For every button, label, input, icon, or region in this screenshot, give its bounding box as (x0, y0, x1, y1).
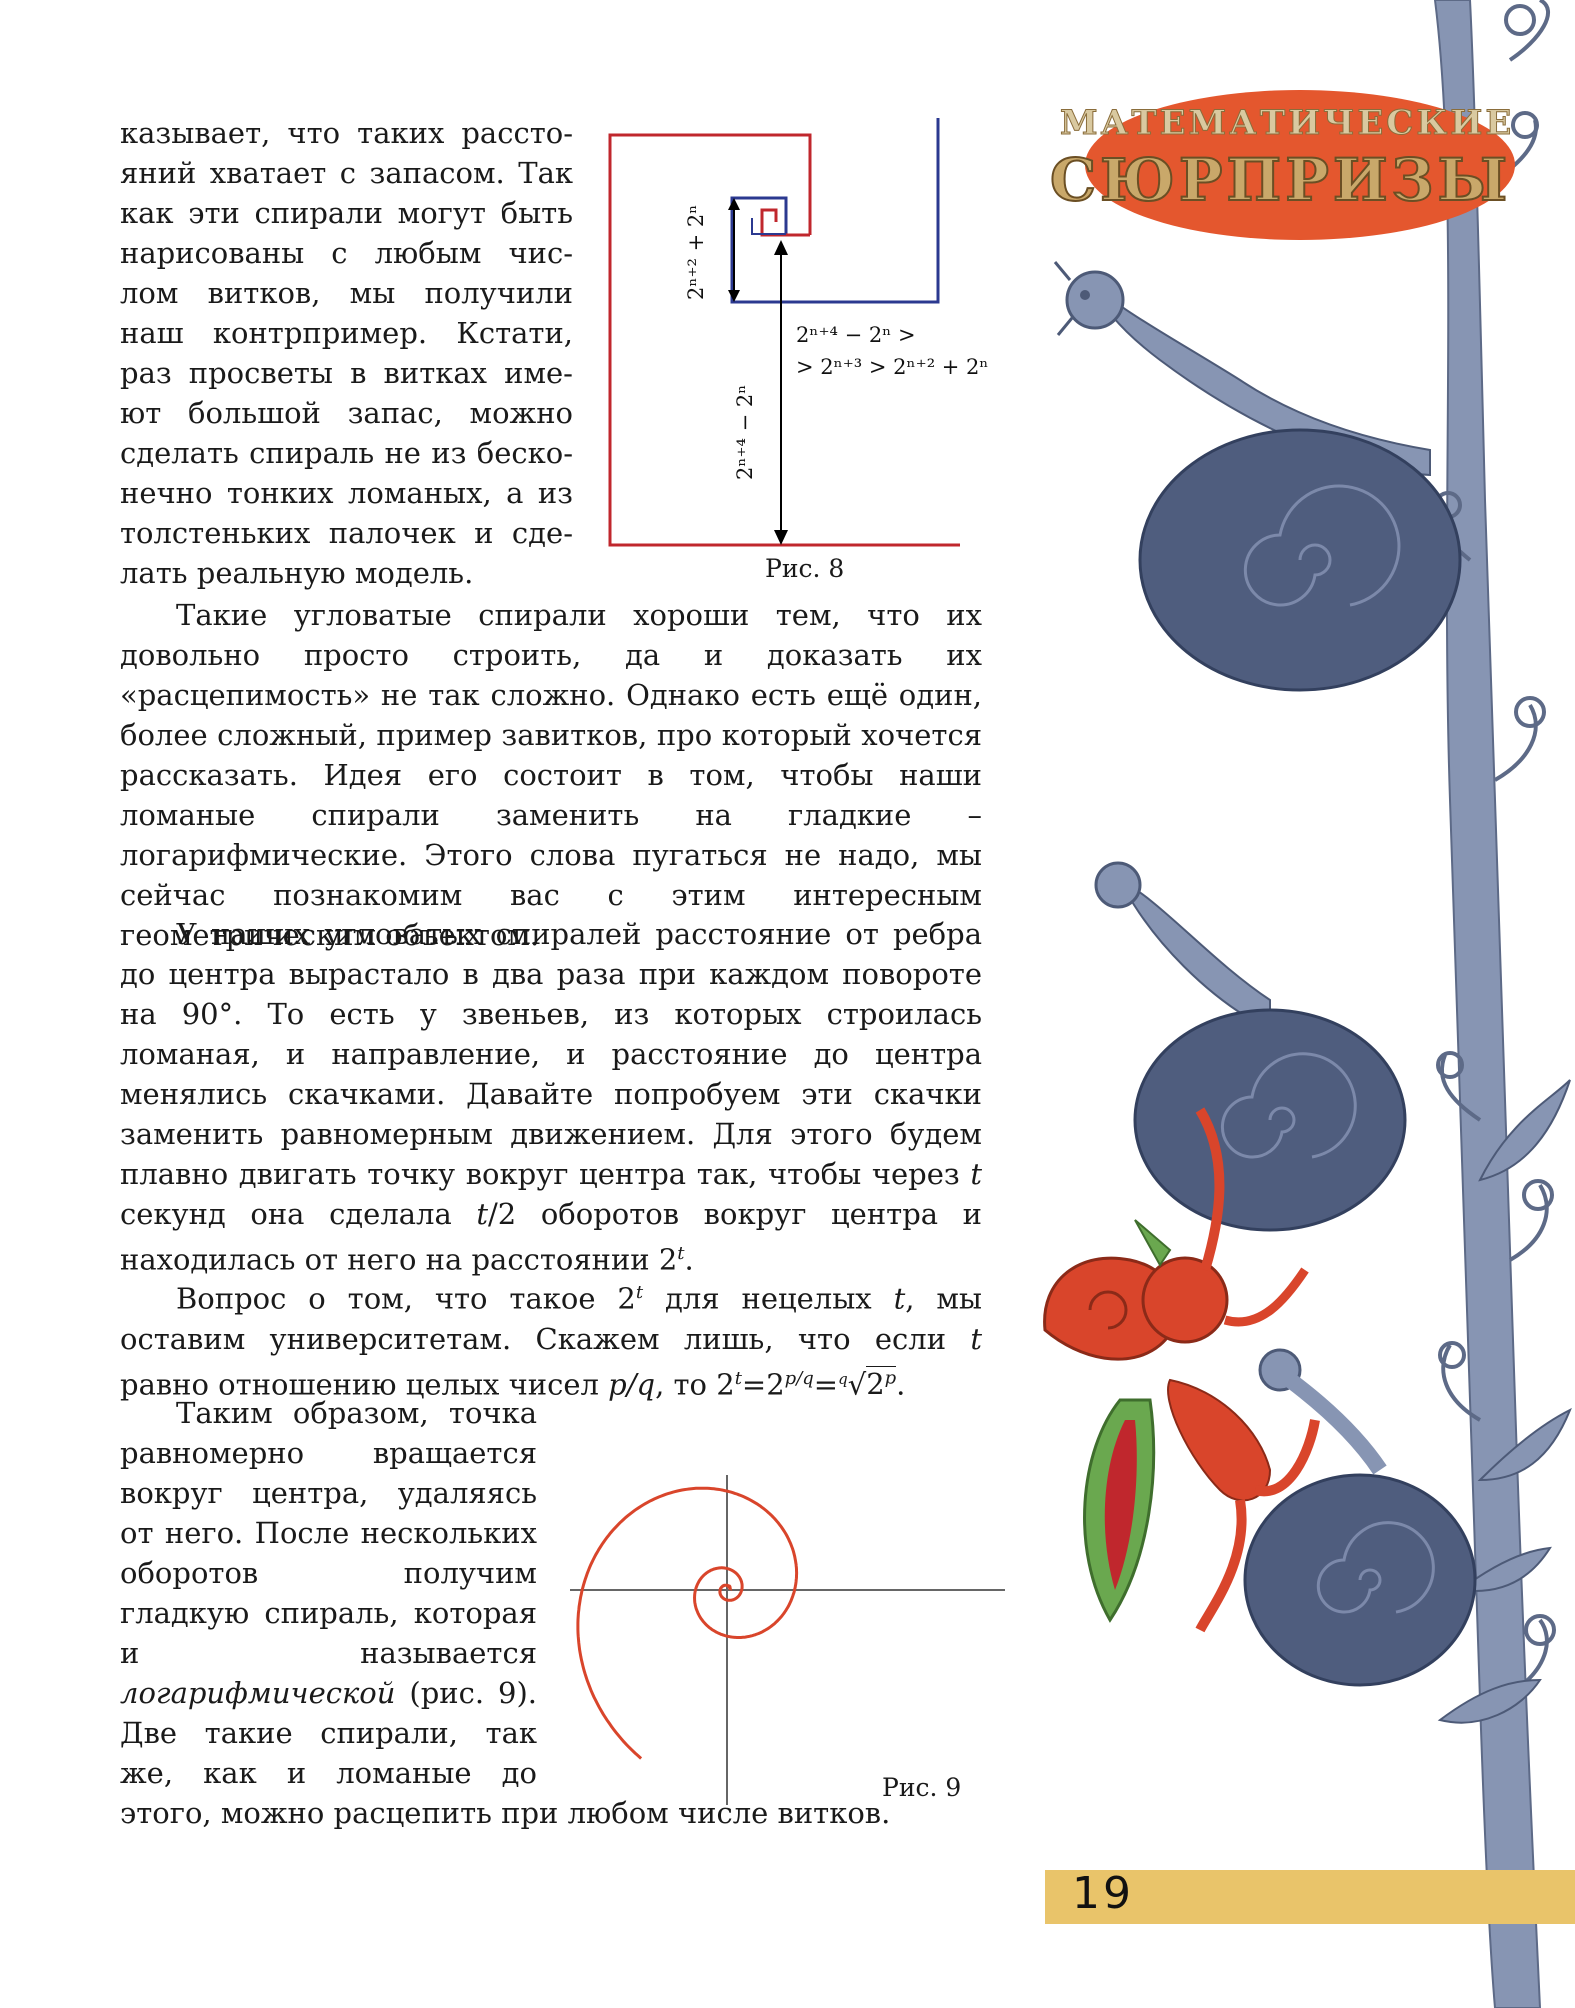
header-blob (1085, 90, 1515, 240)
paragraph-4-text: Вопрос о том, что такое 2t для нецелых t… (120, 1281, 983, 1402)
text-line: сделать спираль не из беско- (120, 436, 573, 470)
red-spiral-outer (608, 133, 960, 547)
snail-top (1053, 261, 1462, 692)
paragraph-2-text: Такие угловатые спирали хороши тем, что … (120, 598, 982, 952)
snail-bottom (1243, 1348, 1477, 1687)
paragraph-4: Вопрос о том, что такое 2t для нецелых t… (120, 1273, 982, 1404)
text-line: ют большой запас, можно (120, 396, 573, 430)
log-spiral (576, 1486, 799, 1760)
text-line: раз просветы в витках име- (120, 356, 573, 390)
paragraph-3: У наших угловатых спиралей расстояние от… (120, 914, 982, 1280)
text-line: наш контрпример. Кстати, (120, 316, 573, 350)
fig8-label-big: 2ⁿ⁺⁴ − 2ⁿ (733, 385, 757, 480)
figure-8: 2ⁿ⁺² + 2ⁿ 2ⁿ⁺⁴ − 2ⁿ 2ⁿ⁺⁴ − 2ⁿ > > 2ⁿ⁺³ >… (608, 118, 989, 547)
section-header: МАТЕМАТИЧЕСКИЕ СЮРПРИЗЫ (1049, 103, 1510, 216)
page-number-bar (1045, 1870, 1575, 1924)
text-line: казывает, что таких рассто- (120, 116, 573, 150)
fairy-figure (1043, 1107, 1320, 1633)
leaves (1437, 1079, 1572, 1724)
fig8-label-right-2: > 2ⁿ⁺³ > 2ⁿ⁺² + 2ⁿ (796, 355, 989, 379)
page-number: 19 (1072, 1868, 1134, 1919)
paragraph-2: Такие угловатые спирали хороши тем, что … (120, 595, 982, 955)
paragraph-5: Таким образом, точка равномерно вращаетс… (120, 1393, 982, 1833)
text-line: лом витков, мы получили (120, 276, 573, 310)
fig8-caption: Рис. 8 (765, 554, 845, 583)
text-line: нарисованы с любым чис- (120, 236, 573, 270)
figure-9 (570, 1475, 1005, 1805)
snail-middle (1094, 861, 1407, 1232)
header-line2: СЮРПРИЗЫ (1050, 146, 1510, 214)
text-line: как эти спирали могут быть (120, 196, 573, 230)
paragraph-5-text: Таким образом, точка равномерно вращаетс… (120, 1396, 891, 1830)
paragraph-3-text: У наших угловатых спиралей расстояние от… (120, 917, 982, 1277)
text-line: яний хватает с запасом. Так (120, 156, 573, 190)
fig8-label-small: 2ⁿ⁺² + 2ⁿ (684, 205, 708, 300)
fig8-label-right-1: 2ⁿ⁺⁴ − 2ⁿ > (796, 323, 916, 347)
text-line: нечно тонких ломаных, а из (120, 476, 573, 510)
header-line1: МАТЕМАТИЧЕСКИЕ (1060, 103, 1510, 143)
text-line: лать реальную модель. (120, 556, 474, 590)
fig9-caption: Рис. 9 (882, 1773, 962, 1802)
blue-spiral-inner (751, 218, 786, 235)
top-text-block: казывает, что таких рассто- яний хватает… (120, 113, 573, 593)
blue-spiral-outer (730, 118, 940, 304)
decorative-illustration (1043, 0, 1572, 2008)
text-line: толстеньких палочек и сде- (120, 516, 573, 550)
